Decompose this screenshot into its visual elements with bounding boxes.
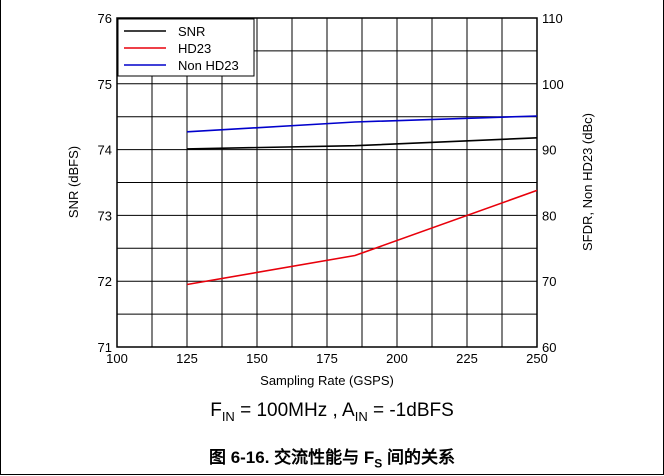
x-tick-label: 100	[106, 351, 128, 366]
y-left-tick-label: 75	[98, 77, 112, 92]
legend-label-hd23: HD23	[178, 41, 211, 56]
axes: 100 125 150 175 200 225 250 71 72 73 74 75 76 60 70 80 9…	[98, 11, 564, 366]
x-tick-label: 200	[386, 351, 408, 366]
figure-caption: 图 6-16. 交流性能与 FS 间的关系	[0, 443, 664, 470]
y-right-tick-label: 90	[542, 143, 556, 158]
x-axis-title: Sampling Rate (GSPS)	[260, 373, 394, 388]
series-line-hd23	[186, 189, 538, 286]
series-line-snr	[186, 137, 538, 150]
y-axis-left-title: SNR (dBFS)	[66, 146, 81, 218]
condition-separator: ,	[327, 400, 343, 421]
legend-label-snr: SNR	[178, 24, 205, 39]
condition-f-main: F	[210, 400, 222, 421]
condition-f-value: = 100MHz	[234, 400, 328, 421]
y-left-tick-label: 71	[98, 340, 112, 355]
condition-f-sub: IN	[221, 408, 235, 424]
caption-suffix: 间的关系	[382, 448, 456, 467]
y-right-tick-label: 70	[542, 274, 556, 289]
plot-area-border	[116, 17, 538, 348]
caption-sub: S	[374, 456, 383, 471]
x-tick-label: 225	[456, 351, 478, 366]
x-tick-label: 150	[246, 351, 268, 366]
y-left-tick-label: 76	[98, 11, 112, 26]
y-right-tick-label: 110	[542, 11, 563, 26]
x-tick-label: 175	[316, 351, 338, 366]
y-left-tick-label: 73	[98, 208, 112, 223]
legend: SNR HD23 Non HD23	[117, 18, 255, 77]
y-left-tick-label: 72	[98, 274, 112, 289]
condition-a-main: A	[342, 400, 355, 421]
x-tick-label: 250	[526, 351, 548, 366]
y-right-tick-label: 100	[542, 77, 564, 92]
x-tick-label: 125	[176, 351, 198, 366]
y-right-tick-label: 60	[542, 340, 556, 355]
caption-prefix: 图 6-16. 交流性能与 F	[208, 448, 375, 467]
test-condition: FIN = 100MHz , AIN = -1dBFS	[0, 400, 664, 424]
series	[186, 115, 538, 286]
legend-label-non-hd23: Non HD23	[178, 58, 239, 73]
series-line-non-hd23	[186, 115, 538, 133]
y-left-tick-label: 74	[98, 143, 112, 158]
condition-a-value: = -1dBFS	[367, 400, 454, 421]
condition-a-sub: IN	[354, 408, 368, 424]
y-axis-right-title: SFDR, Non HD23 (dBc)	[580, 113, 595, 251]
y-right-tick-label: 80	[542, 208, 556, 223]
